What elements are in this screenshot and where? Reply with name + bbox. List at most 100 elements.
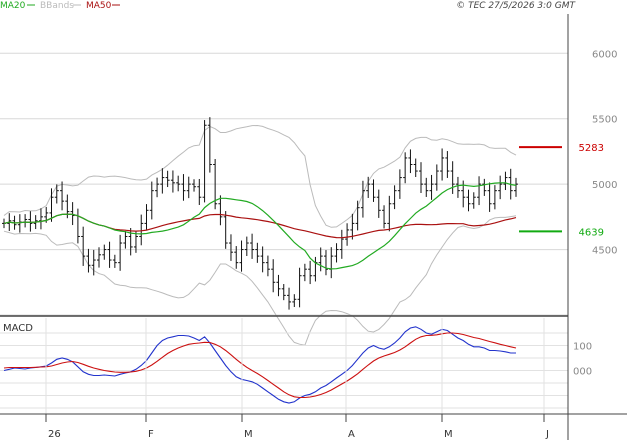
price-bar bbox=[329, 247, 334, 279]
price-bar bbox=[397, 169, 402, 199]
price-bar bbox=[323, 250, 328, 276]
price-bar bbox=[371, 179, 376, 202]
price-bar bbox=[260, 246, 265, 273]
price-bar bbox=[112, 254, 117, 268]
price-bar bbox=[445, 151, 450, 178]
price-grid bbox=[0, 52, 568, 316]
price-bar bbox=[450, 161, 455, 194]
price-bar bbox=[160, 168, 165, 194]
price-bar bbox=[244, 236, 249, 257]
price-bar bbox=[250, 233, 255, 259]
moving-averages bbox=[3, 182, 517, 270]
price-bar bbox=[228, 234, 233, 261]
x-tick-label: A bbox=[348, 429, 355, 440]
price-bar bbox=[334, 243, 339, 263]
reference-level-label: 5283 bbox=[579, 143, 604, 154]
price-bar bbox=[218, 195, 223, 226]
x-tick-label: 26 bbox=[48, 429, 61, 440]
x-tick-label: M bbox=[444, 429, 453, 440]
price-bar bbox=[223, 211, 228, 249]
price-axis-ticks: 6000 5500 5000 4500 bbox=[592, 49, 617, 256]
price-bar bbox=[498, 175, 503, 200]
price-bar bbox=[23, 214, 28, 228]
price-bar bbox=[487, 182, 492, 212]
price-bar bbox=[345, 223, 350, 246]
legend-ma50-label: MA50 bbox=[86, 1, 112, 11]
price-bar bbox=[75, 208, 80, 244]
price-bar bbox=[387, 195, 392, 232]
macd-tick-label: 100 bbox=[573, 342, 592, 353]
price-tick-label: 4500 bbox=[592, 246, 617, 257]
price-bar bbox=[155, 177, 160, 198]
price-bar bbox=[318, 247, 323, 272]
price-bar bbox=[265, 255, 270, 277]
macd-axis-ticks: 100 000 bbox=[573, 342, 592, 378]
price-bar bbox=[302, 263, 307, 282]
price-bar bbox=[418, 162, 423, 194]
price-bar bbox=[49, 188, 54, 222]
price-bar bbox=[102, 244, 107, 260]
price-bar bbox=[339, 229, 344, 259]
price-bar bbox=[313, 256, 318, 282]
x-tick-label: J bbox=[545, 429, 549, 440]
legend-bbands-label: BBands bbox=[40, 1, 74, 11]
price-bar bbox=[91, 249, 96, 276]
price-bar bbox=[471, 192, 476, 209]
price-bar bbox=[176, 175, 181, 192]
reference-levels: 5283 4639 bbox=[519, 143, 604, 238]
price-bar bbox=[149, 181, 154, 220]
price-bar bbox=[255, 242, 260, 263]
price-bar bbox=[413, 158, 418, 178]
price-bar bbox=[403, 152, 408, 184]
price-bar bbox=[207, 117, 212, 173]
ma20-line bbox=[3, 182, 517, 270]
price-bar bbox=[276, 274, 281, 297]
price-bar bbox=[60, 181, 65, 211]
price-bar bbox=[440, 148, 445, 181]
copyright-text: © TEC 27/5/2026 3:0 GMT bbox=[456, 1, 576, 11]
price-bar bbox=[482, 178, 487, 196]
price-bar bbox=[192, 179, 197, 192]
price-bar bbox=[434, 164, 439, 191]
price-bar bbox=[366, 176, 371, 198]
price-bar bbox=[424, 177, 429, 197]
price-tick-label: 5500 bbox=[592, 115, 617, 126]
price-bar bbox=[492, 185, 497, 210]
bollinger-bands bbox=[3, 124, 517, 346]
price-bar bbox=[118, 234, 123, 271]
x-axis: 26 F M A M J bbox=[45, 318, 549, 440]
price-bar bbox=[297, 267, 302, 308]
price-bar bbox=[165, 170, 170, 188]
price-bar bbox=[477, 176, 482, 206]
price-bar bbox=[466, 189, 471, 212]
price-tick-label: 5000 bbox=[592, 180, 617, 191]
price-bar bbox=[202, 120, 207, 203]
price-bar bbox=[139, 214, 144, 246]
price-bar bbox=[17, 214, 22, 233]
x-tick-label: M bbox=[244, 429, 253, 440]
price-bar bbox=[455, 176, 460, 198]
price-bar bbox=[86, 248, 91, 273]
price-bar bbox=[234, 246, 239, 269]
x-tick-label: F bbox=[148, 429, 154, 440]
macd-line bbox=[3, 326, 516, 404]
price-bar bbox=[107, 241, 112, 268]
price-bar bbox=[382, 205, 387, 229]
price-bar bbox=[197, 178, 202, 205]
price-bar bbox=[271, 259, 276, 293]
price-bar bbox=[181, 174, 186, 201]
macd-grid bbox=[0, 332, 568, 409]
price-bar bbox=[38, 208, 43, 230]
price-bar bbox=[81, 226, 86, 266]
price-bar bbox=[97, 247, 102, 268]
price-bar bbox=[392, 185, 397, 210]
macd-signal-line bbox=[3, 332, 517, 399]
price-bar bbox=[376, 189, 381, 218]
price-bar bbox=[123, 230, 128, 249]
price-bars bbox=[2, 117, 518, 310]
price-bar bbox=[308, 260, 313, 285]
macd-tick-label: 000 bbox=[573, 367, 592, 378]
bband-upper-line bbox=[3, 124, 517, 228]
price-bar bbox=[287, 287, 292, 310]
